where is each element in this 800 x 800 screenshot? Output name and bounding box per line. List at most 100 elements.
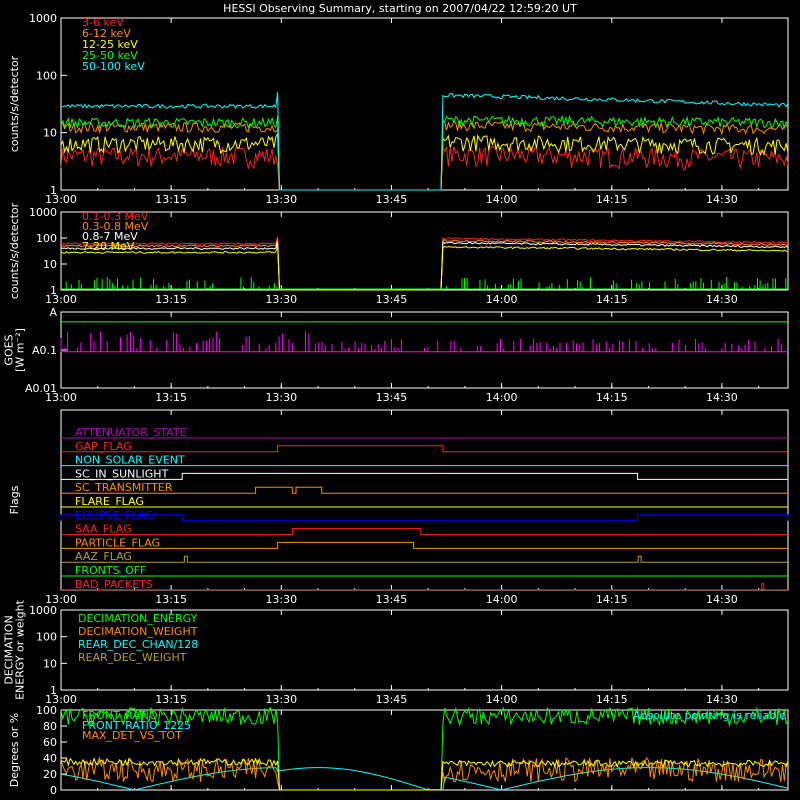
hi-xtick-label: 13:00 [45,293,77,306]
flag-sc-in-sunlight-line [61,472,788,480]
misc-ytick-label: 20 [43,768,57,781]
decim-legend-2: REAR_DEC_CHAN/128 [78,638,198,651]
decim-xtick-label: 13:00 [45,693,77,706]
decim-xtick-label: 14:15 [596,693,628,706]
hi-legend-3: 7-20 MeV [82,240,135,253]
goes-xtick-label: 13:15 [155,391,187,404]
flag-attenuator-state-label: ATTENUATOR_STATE [75,426,187,439]
hi-xtick-label: 13:15 [155,293,187,306]
lo-ytick-label: 10 [43,127,57,140]
hi-frame [60,211,789,291]
flag-fronts-off-label: FRONTS_OFF [75,564,146,577]
flags-xtick-label: 13:30 [265,593,297,606]
chart-layer: 13:00 13:15 13:30 13:45 14:00 14:15 14:3011010… [3,12,789,797]
flag-aaz-flag-label: AAZ_FLAG [75,550,132,563]
goes-xtick-label: 14:30 [706,391,738,404]
flags-xtick-label: 13:00 [45,593,77,606]
lo-xtick-label: 14:30 [706,193,738,206]
lo-legend-0: 3-6 keV [82,16,124,29]
hi-ylabel: counts/s/detector [8,202,21,299]
goes-xtick-label: 13:30 [265,391,297,404]
decim-ylabel: ENERGY or weight [14,599,27,699]
lo-series-6-12-kev [60,120,789,191]
misc-legend-1: FRONT_RATIO_1225 [82,719,191,732]
hi-series-0-8-7-mev [60,241,789,291]
goes-xtick-label: 14:00 [486,391,518,404]
misc-series-front-ratio-1225 [60,767,789,791]
misc-ytick-label: 40 [43,752,57,765]
flag-bad-packets-label: BAD_PACKETS [75,578,153,591]
lo-legend-1: 6-12 keV [82,27,131,40]
lo-legend-4: 50-100 keV [82,60,145,73]
misc-ytick-label: 80 [43,720,57,733]
decim-ylabel: DECIMATION [3,615,16,684]
decim-xtick-label: 14:00 [486,693,518,706]
hi-legend-2: 0.8-7 MeV [82,230,138,243]
hi-xtick-label: 14:30 [706,293,738,306]
flag-sc-transmitter-label: SC_TRANSMITTER [75,481,173,494]
flags-ylabel: Flags [8,485,21,514]
flag-saa-flag-line [61,528,788,536]
hi-ytick-label: 10 [43,258,57,271]
lo-ytick-label: 1000 [29,12,57,25]
misc-ytick-label: 60 [43,736,57,749]
chart-title: HESSI Observing Summary, starting on 200… [223,2,577,15]
goes-xtick-label: 13:00 [45,391,77,404]
flag-saa-flag-label: SAA_FLAG [75,523,132,536]
lo-xtick-label: 14:00 [486,193,518,206]
lo-series-25-50-kev [60,114,789,191]
flags-xtick-label: 13:15 [155,593,187,606]
lo-legend-2: 12-25 keV [82,38,138,51]
flag-particle-flag-label: PARTICLE_FLAG [75,536,160,549]
decim-ytick-label: 10 [43,657,57,670]
flags-xtick-label: 13:45 [376,593,408,606]
flag-particle-flag-line [61,541,788,549]
decim-frame [60,609,789,691]
lo-ylabel: counts/s/detector [8,55,21,152]
misc-ytick-label: 0 [50,784,57,797]
hi-ytick-label: 1000 [29,206,57,219]
flags-xtick-label: 14:00 [486,593,518,606]
decim-legend-0: DECIMATION_ENERGY [78,612,198,625]
hi-series-7-20-mev [60,245,789,291]
lo-ytick-label: 1 [50,184,57,197]
flag-eclipse-flag-line [60,514,789,522]
misc-legend-2: MAX_DET_VS_TOT [82,729,182,742]
hi-legend-0: 0.1-0.3 MeV [82,210,149,223]
lo-xtick-label: 13:30 [265,193,297,206]
goes-ylabel: [W m⁻²] [14,328,27,372]
lo-xtick-label: 14:15 [596,193,628,206]
lo-series-50-100-kev [60,92,789,191]
goes-ylabel: GOES [3,334,16,365]
lo-xtick-label: 13:00 [45,193,77,206]
hi-ytick-label: 100 [36,232,57,245]
decim-xtick-label: 14:30 [706,693,738,706]
hi-xtick-label: 14:00 [486,293,518,306]
lo-xtick-label: 13:45 [376,193,408,206]
flag-sc-in-sunlight-label: SC_IN_SUNLIGHT [75,467,169,480]
misc-legend-0: FRONT_RATIO [82,709,158,722]
goes-xtick-label: 13:45 [376,391,408,404]
flag-sc-transmitter-line [61,486,788,494]
goes-ytick-label: A0.1 [32,344,57,357]
lo-legend-3: 25-50 keV [82,49,138,62]
flag-gap-flag-line [61,445,788,453]
decim-xtick-label: 13:15 [155,693,187,706]
decim-xtick-label: 13:30 [265,693,297,706]
hi-xtick-label: 13:30 [265,293,297,306]
lo-ytick-label: 100 [36,69,57,82]
misc-ytick-label: 100 [36,704,57,717]
decim-ytick-label: 1000 [29,604,57,617]
hi-ytick-label: 1 [50,284,57,297]
lo-series-3-6-kev [60,145,789,191]
misc-annotation: Absolute pointing is reliable [633,709,786,722]
flags-xtick-label: 14:30 [706,593,738,606]
goes-ytick-label: A0.01 [25,382,57,395]
decim-xtick-label: 13:45 [376,693,408,706]
lo-xtick-label: 13:15 [155,193,187,206]
hi-legend-1: 0.3-0.8 MeV [82,220,149,233]
misc-ylabel: Degrees or % [8,713,21,787]
flag-flare-flag-label: FLARE_FLAG [75,495,144,508]
misc-series-extra [60,757,789,791]
hi-series-0-3-0-8-mev [60,238,789,291]
